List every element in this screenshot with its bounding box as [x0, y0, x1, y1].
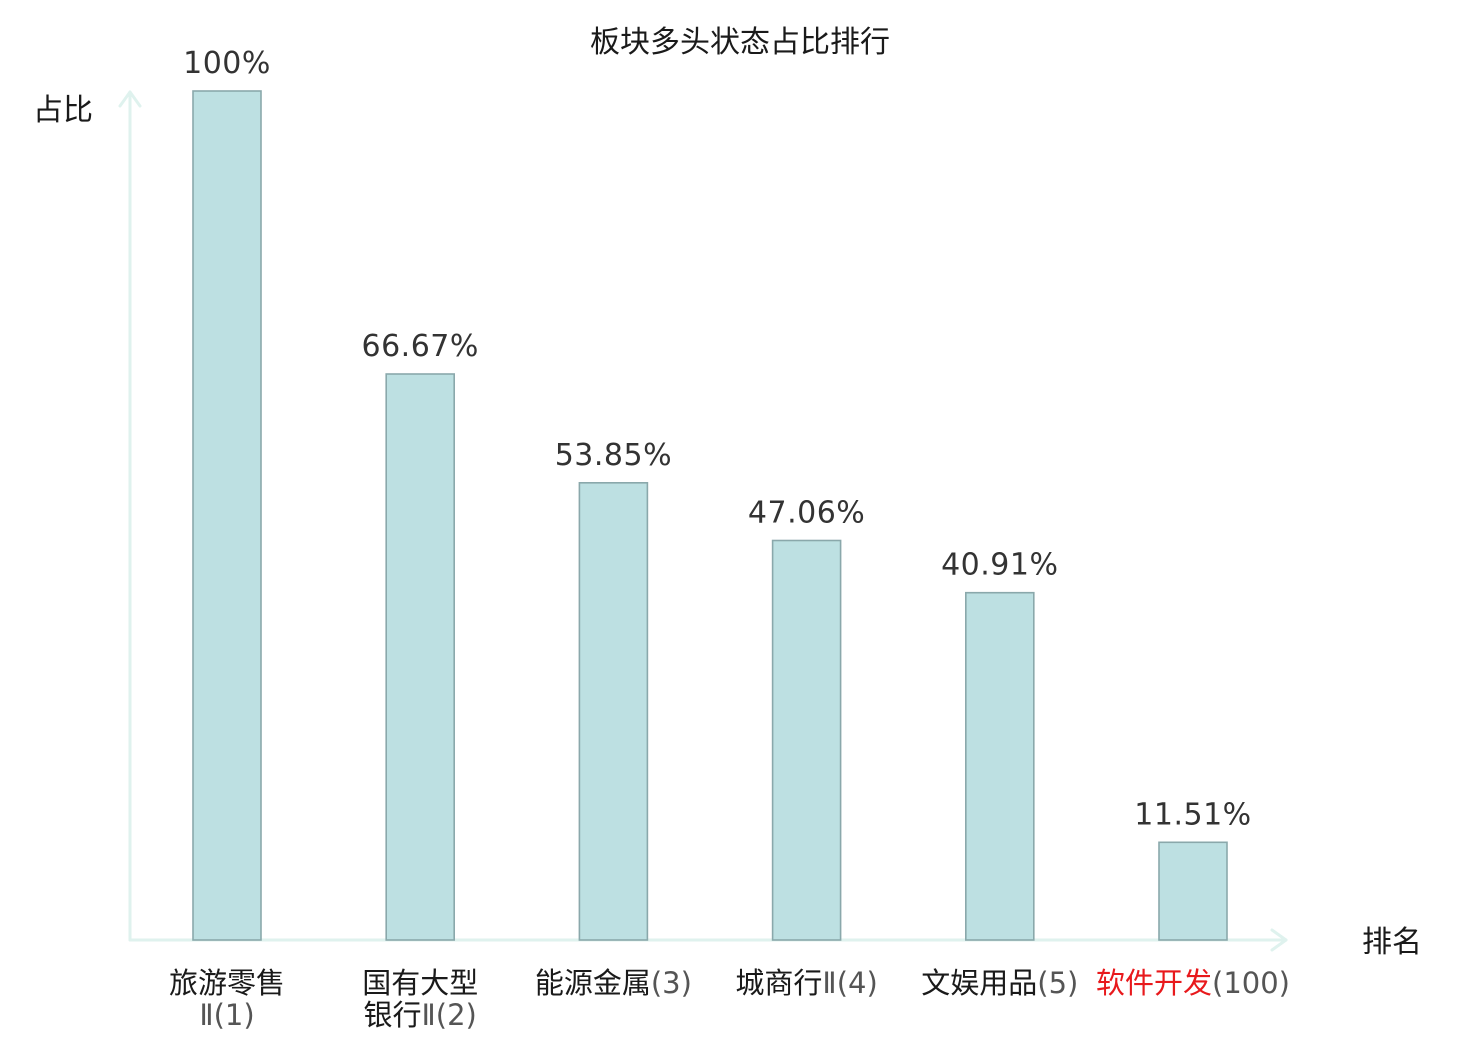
category-rank: (100) [1212, 966, 1290, 1000]
category-label: 软件开发(100) [1096, 966, 1290, 1000]
axes [118, 90, 1288, 952]
category-label: Ⅱ(1) [199, 998, 254, 1032]
category-name: 城商行 [735, 966, 822, 1000]
bar [1158, 841, 1228, 941]
value-labels: 100% 66.67% 53.85% 47.06% 40.91% 11.51% [183, 46, 1251, 832]
bars [192, 90, 1228, 941]
bar-value-label: 40.91% [941, 548, 1058, 583]
bar-value-label: 11.51% [1134, 797, 1251, 832]
category-label: 城商行Ⅱ(4) [735, 966, 877, 1000]
category-rank: Ⅱ(4) [822, 966, 877, 1000]
bar [964, 591, 1035, 941]
category-label: 文娱用品(5) [921, 966, 1078, 1000]
chart-title: 板块多头状态占比排行 [590, 25, 890, 60]
category-name: 能源金属 [535, 966, 651, 1000]
bar-value-label: 100% [183, 46, 271, 81]
category-rank: Ⅱ(1) [199, 998, 254, 1032]
x-axis-arrowhead [1270, 928, 1288, 952]
category-label: 旅游零售 [169, 966, 285, 1000]
category-label: 银行Ⅱ(2) [364, 998, 477, 1032]
bar [578, 481, 649, 941]
category-rank: (5) [1037, 966, 1078, 1000]
category-rank: Ⅱ(2) [422, 998, 477, 1032]
bar-value-label: 53.85% [555, 438, 672, 473]
category-label: 能源金属(3) [535, 966, 692, 1000]
bar [771, 539, 842, 941]
bar [385, 373, 456, 941]
category-rank: (3) [651, 966, 692, 1000]
bar-value-label: 47.06% [748, 496, 865, 531]
category-name: 国有大型 [362, 966, 478, 1000]
x-axis-label: 排名 [1362, 925, 1422, 960]
category-name: 软件开发 [1096, 966, 1212, 1000]
category-name: 旅游零售 [169, 966, 285, 1000]
category-name: 银行 [364, 998, 422, 1032]
bar-value-label: 66.67% [362, 329, 479, 364]
bar [192, 90, 262, 941]
y-axis-arrowhead [118, 90, 142, 108]
category-label: 国有大型 [362, 966, 478, 1000]
y-axis-label: 占比 [33, 93, 93, 128]
category-name: 文娱用品 [921, 966, 1037, 1000]
